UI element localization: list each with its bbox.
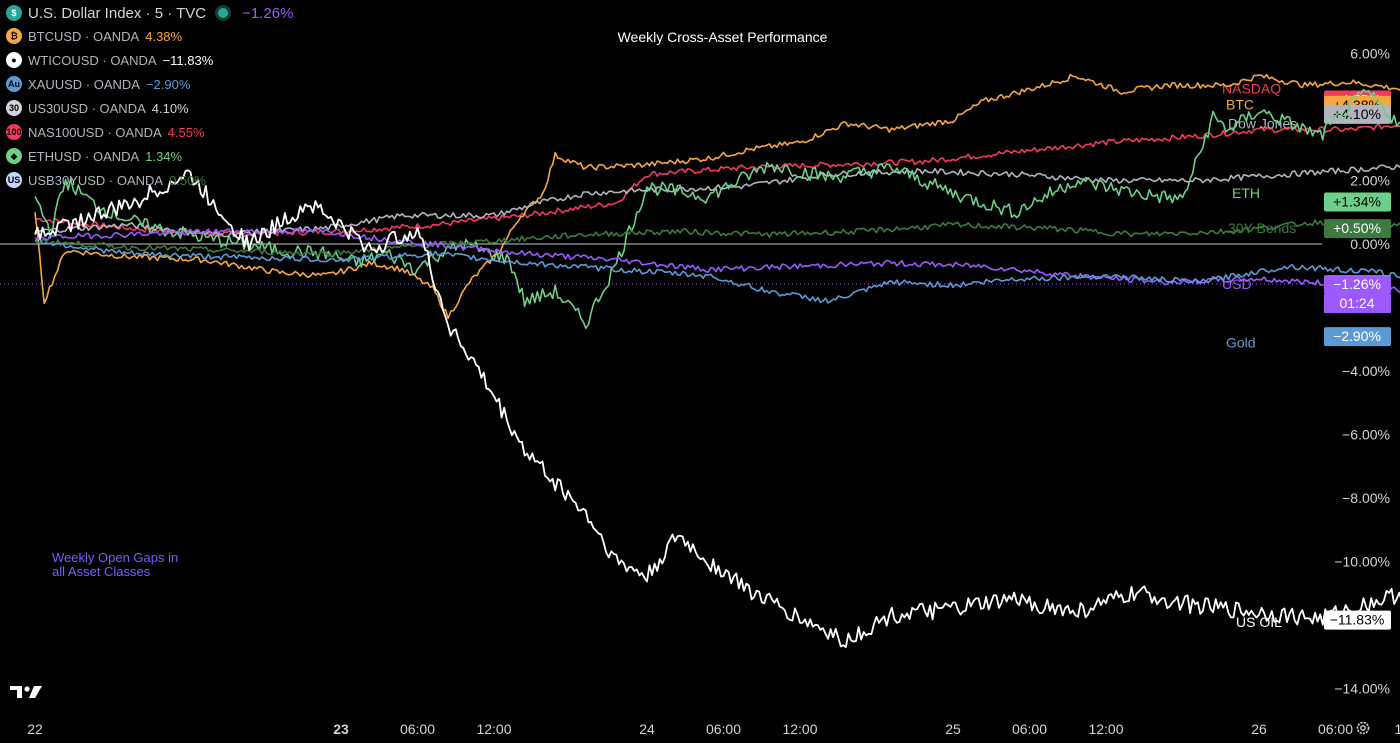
price-badge: −11.83% xyxy=(1324,610,1391,630)
legend-series-value: 4.10% xyxy=(151,100,189,116)
x-tick-label: 25 xyxy=(945,721,961,737)
series-label: USD xyxy=(1222,276,1252,292)
legend-row[interactable]: 100 NAS100USD · OANDA 4.55% xyxy=(6,120,293,144)
legend-main-value: −1.26% xyxy=(242,4,294,22)
legend: $ U.S. Dollar Index · 5 · TVC −1.26% ₿ BT… xyxy=(6,2,293,192)
legend-series-name: WTICOUSD · OANDA xyxy=(28,52,157,68)
bitcoin-icon: ₿ xyxy=(6,28,22,44)
svg-text:−1.26%: −1.26% xyxy=(1333,276,1381,292)
series-line-gold xyxy=(34,238,1400,304)
y-tick-label: −10.00% xyxy=(1334,554,1390,570)
legend-series-name: XAUUSD · OANDA xyxy=(28,76,140,92)
x-tick-label: 12:00 xyxy=(1088,721,1123,737)
market-status-icon xyxy=(218,8,229,18)
x-tick-label: 12:00 xyxy=(1394,721,1400,737)
x-tick-label: 12:00 xyxy=(782,721,817,737)
series-line-usd xyxy=(34,227,1400,294)
series-label: US OIL xyxy=(1236,614,1282,630)
x-tick-label: 12:00 xyxy=(476,721,511,737)
x-tick-label: 26 xyxy=(1251,721,1267,737)
y-tick-label: −14.00% xyxy=(1334,681,1390,697)
legend-row[interactable]: US USB30YUSD · OANDA 0.50% xyxy=(6,168,293,192)
nas100-icon: 100 xyxy=(6,124,22,140)
gap-annotation: Weekly Open Gaps in all Asset Classes xyxy=(52,550,179,579)
dollar-icon: $ xyxy=(6,5,22,21)
legend-main-row[interactable]: $ U.S. Dollar Index · 5 · TVC −1.26% xyxy=(6,2,293,24)
countdown-label: 01:24 xyxy=(1339,295,1374,311)
x-tick-label: 22 xyxy=(27,721,43,737)
legend-series-value: −11.83% xyxy=(162,52,214,68)
x-tick-label: 06:00 xyxy=(1318,721,1353,737)
legend-series-value: 4.38% xyxy=(145,28,183,44)
price-badge: +1.34% xyxy=(1324,192,1391,212)
legend-series-name: NAS100USD · OANDA xyxy=(28,124,162,140)
x-tick-label: 06:00 xyxy=(400,721,435,737)
chart-title: Weekly Cross-Asset Performance xyxy=(617,29,828,45)
y-tick-label: 6.00% xyxy=(1350,46,1390,62)
legend-series-name: ETHUSD · OANDA xyxy=(28,148,140,164)
series-label: NASDAQ xyxy=(1222,80,1281,96)
y-tick-label: −6.00% xyxy=(1342,427,1390,443)
tradingview-logo-icon[interactable] xyxy=(10,684,44,700)
series-label: 30Y Bonds xyxy=(1228,220,1296,236)
y-tick-label: −4.00% xyxy=(1342,363,1390,379)
legend-row[interactable]: 30 US30USD · OANDA 4.10% xyxy=(6,96,293,120)
series-line-nasdaq xyxy=(34,123,1400,238)
series-label: BTC xyxy=(1226,96,1254,112)
legend-row[interactable]: ◆ ETHUSD · OANDA 1.34% xyxy=(6,144,293,168)
svg-text:−11.83%: −11.83% xyxy=(1330,612,1385,628)
settings-gear-icon[interactable] xyxy=(1355,720,1371,736)
legend-row[interactable]: Au XAUUSD · OANDA −2.90% xyxy=(6,72,293,96)
y-tick-label: 0.00% xyxy=(1350,236,1390,252)
series-line-us-oil xyxy=(34,169,1400,648)
legend-series-name: US30USD · OANDA xyxy=(28,100,146,116)
legend-series-value: 0.50% xyxy=(169,172,206,188)
series-line-btc xyxy=(34,73,1400,320)
legend-row[interactable]: ● WTICOUSD · OANDA −11.83% xyxy=(6,48,293,72)
y-tick-label: −8.00% xyxy=(1342,490,1390,506)
svg-text:+1.34%: +1.34% xyxy=(1333,193,1381,209)
series-label: Gold xyxy=(1226,334,1256,350)
svg-text:+0.50%: +0.50% xyxy=(1333,220,1381,236)
us30-icon: 30 xyxy=(6,100,22,116)
price-badge: +4.10% xyxy=(1324,104,1391,124)
svg-text:−2.90%: −2.90% xyxy=(1333,328,1381,344)
price-badge: +0.50% xyxy=(1324,219,1391,239)
price-badge: −2.90% xyxy=(1324,327,1391,347)
price-badge: −1.26% 01:24 xyxy=(1324,275,1391,314)
oil-drop-icon: ● xyxy=(6,52,22,68)
ethereum-icon: ◆ xyxy=(6,148,22,164)
x-tick-label: 06:00 xyxy=(706,721,741,737)
y-tick-label: 2.00% xyxy=(1350,173,1390,189)
us-flag-icon: US xyxy=(6,172,22,188)
legend-series-value: 1.34% xyxy=(145,148,183,164)
gold-bars-icon: Au xyxy=(6,76,22,92)
legend-main-name: U.S. Dollar Index · 5 · TVC xyxy=(28,4,207,22)
x-tick-label: 24 xyxy=(639,721,655,737)
x-tick-label: 23 xyxy=(333,721,349,737)
series-label: ETH xyxy=(1232,185,1260,201)
legend-row[interactable]: ₿ BTCUSD · OANDA 4.38% xyxy=(6,24,293,48)
legend-series-name: BTCUSD · OANDA xyxy=(28,28,140,44)
series-line-dow-jones xyxy=(34,164,1400,238)
legend-series-value: −2.90% xyxy=(145,76,191,92)
legend-series-value: 4.55% xyxy=(167,124,205,140)
legend-series-name: USB30YUSD · OANDA xyxy=(28,172,164,188)
x-tick-label: 06:00 xyxy=(1012,721,1047,737)
series-line-30y-bonds xyxy=(34,218,1400,257)
